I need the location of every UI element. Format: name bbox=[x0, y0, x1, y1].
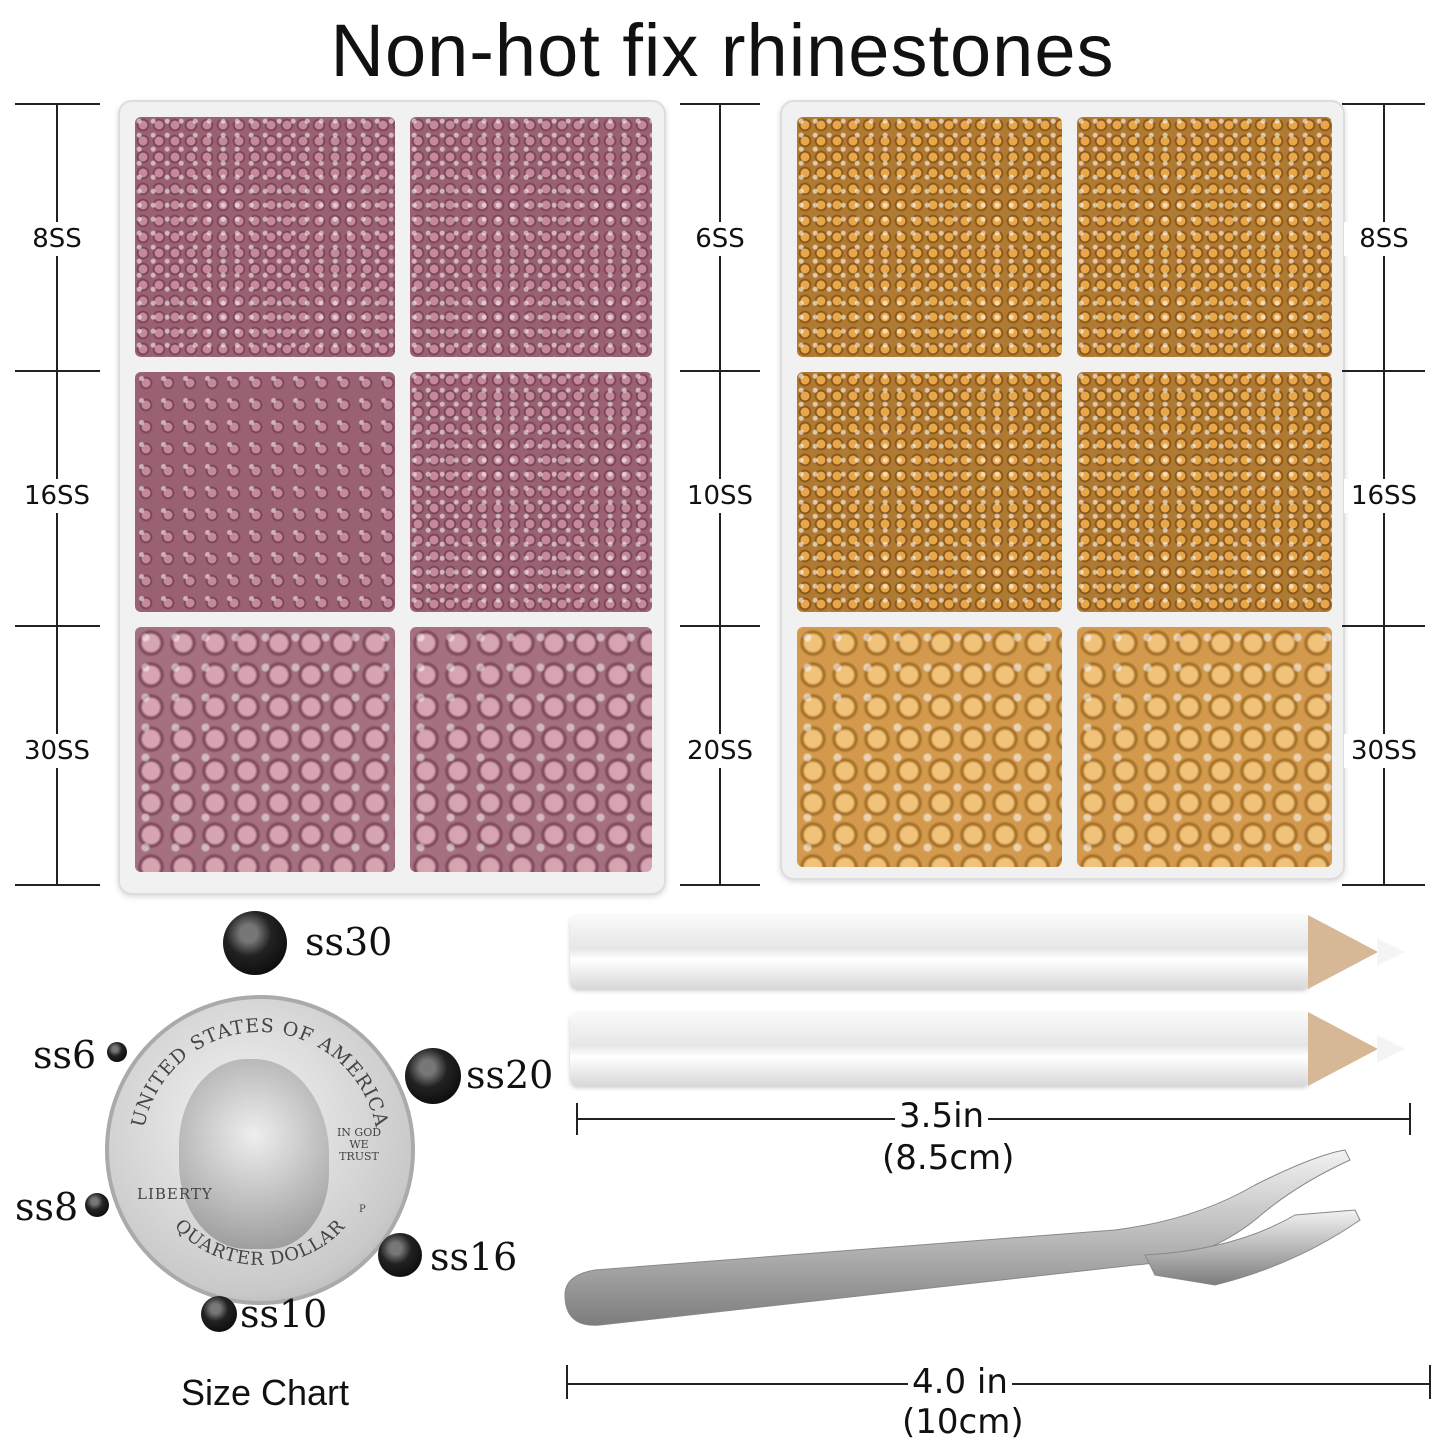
tweezer-length-in: 4.0 in bbox=[908, 1362, 1012, 1402]
size-label: 16SS bbox=[1344, 479, 1424, 513]
gem-ss30 bbox=[223, 911, 287, 975]
coin-text-motto: IN GOD WE TRUST bbox=[336, 1126, 382, 1163]
compartment-16ss bbox=[135, 372, 395, 612]
compartment-6ss bbox=[797, 117, 1062, 357]
size-label: 16SS bbox=[17, 479, 97, 513]
gem-label: ss10 bbox=[240, 1292, 328, 1336]
page-title: Non-hot fix rhinestones bbox=[330, 9, 1115, 92]
pencil-length-cm: (8.5cm) bbox=[878, 1138, 1019, 1178]
coin-text-country: UNITED STATES OF AMERICA bbox=[127, 1015, 392, 1130]
coin-portrait bbox=[179, 1059, 329, 1249]
compartment-16ss bbox=[1077, 372, 1332, 612]
compartment-8ss bbox=[1077, 117, 1332, 357]
coin-text-liberty: LIBERTY bbox=[137, 1185, 213, 1203]
gem-label: ss20 bbox=[466, 1053, 554, 1097]
compartment-6ss bbox=[410, 117, 652, 357]
pencil-length-in: 3.5in bbox=[895, 1096, 989, 1136]
rhinestone-box-amber bbox=[780, 100, 1345, 880]
curved-tweezers bbox=[564, 1149, 1361, 1326]
gem-ss20 bbox=[405, 1048, 461, 1104]
gem-ss6 bbox=[107, 1042, 127, 1062]
compartment-20ss bbox=[410, 627, 652, 872]
gem-label: ss8 bbox=[15, 1185, 79, 1229]
coin-text-denomination: QUARTER DOLLAR bbox=[170, 1215, 349, 1270]
size-label: 30SS bbox=[1344, 734, 1424, 768]
compartment-8ss bbox=[135, 117, 395, 357]
gem-ss8 bbox=[85, 1193, 109, 1217]
compartment-10ss bbox=[410, 372, 652, 612]
quarter-coin-image: UNITED STATES OF AMERICA QUARTER DOLLAR … bbox=[105, 995, 415, 1305]
gem-label: ss16 bbox=[430, 1235, 518, 1279]
gem-ss10 bbox=[201, 1296, 237, 1332]
compartment-30ss bbox=[1077, 627, 1332, 867]
gem-label: ss30 bbox=[305, 920, 393, 964]
size-label: 20SS bbox=[680, 734, 760, 768]
size-label: 8SS bbox=[1344, 222, 1424, 256]
tweezer-length-cm: (10cm) bbox=[898, 1402, 1028, 1442]
rhinestone-box-mauve bbox=[118, 100, 666, 895]
size-label: 6SS bbox=[680, 222, 760, 256]
size-label: 8SS bbox=[17, 222, 97, 256]
compartment-10ss bbox=[797, 372, 1062, 612]
gem-label: ss6 bbox=[33, 1033, 97, 1077]
gem-ss16 bbox=[378, 1233, 422, 1277]
coin-text-mintmark: P bbox=[359, 1204, 366, 1215]
coin-lettering: UNITED STATES OF AMERICA QUARTER DOLLAR bbox=[127, 1015, 392, 1270]
size-label: 30SS bbox=[17, 734, 97, 768]
compartment-30ss bbox=[135, 627, 395, 872]
compartment-20ss bbox=[797, 627, 1062, 867]
size-label: 10SS bbox=[680, 479, 760, 513]
size-chart-label: Size Chart bbox=[180, 1372, 350, 1413]
